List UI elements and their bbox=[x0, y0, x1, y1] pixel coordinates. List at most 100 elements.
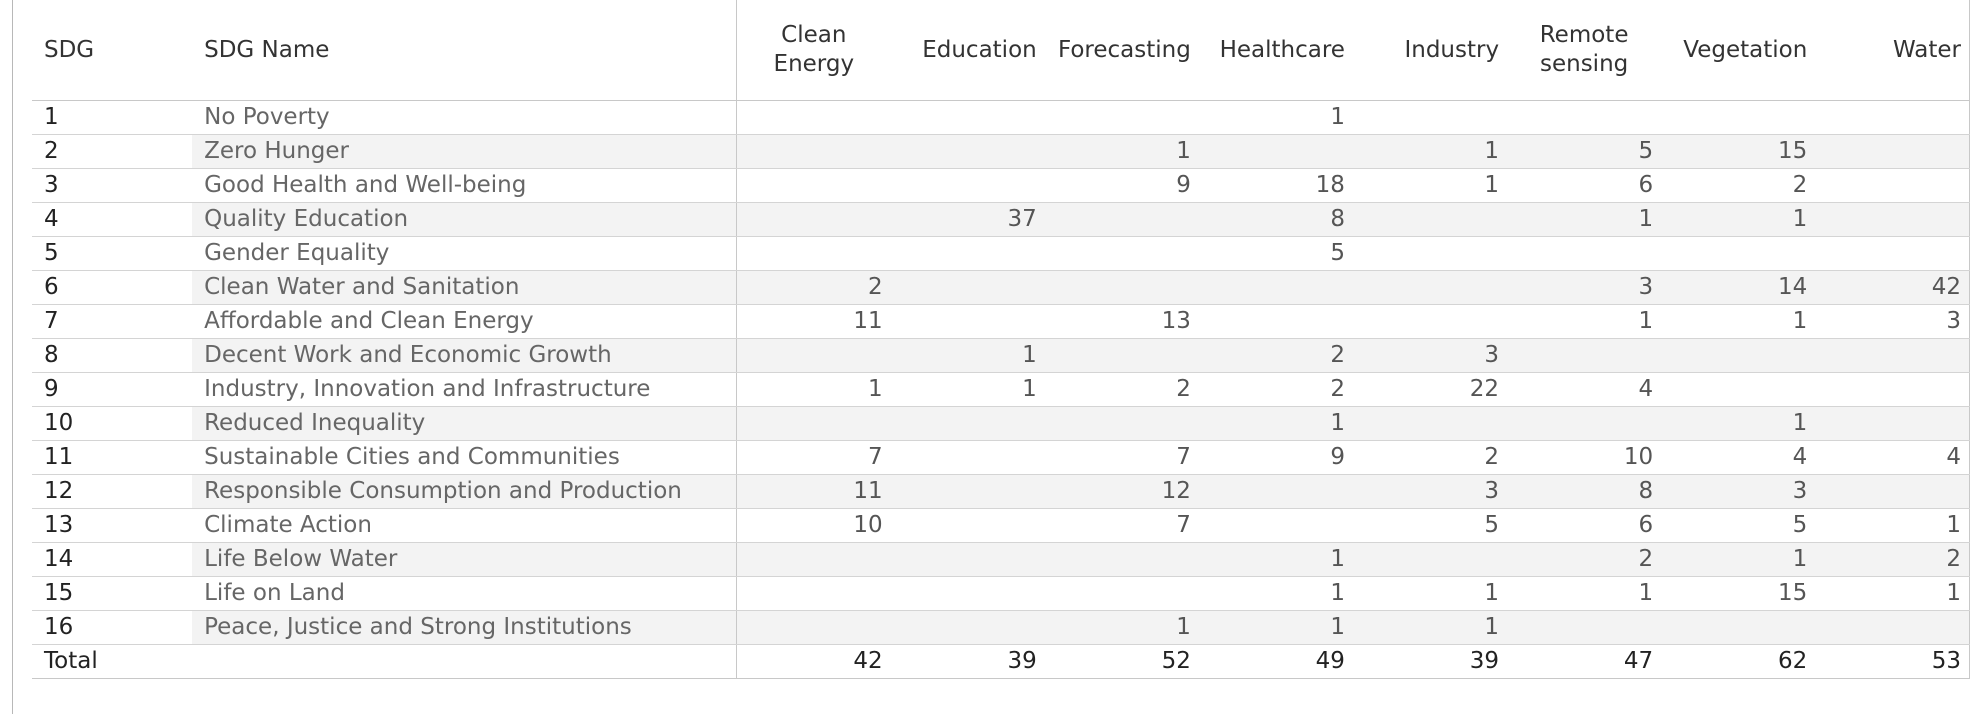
column-header-line: Clean bbox=[781, 22, 847, 48]
value-cell bbox=[1198, 508, 1353, 543]
sdg-number-cell: 8 bbox=[32, 338, 193, 373]
value-cell: 1 bbox=[1044, 610, 1199, 645]
sdg-name-cell: Reduced Inequality bbox=[192, 406, 738, 441]
sdg-name-cell: Sustainable Cities and Communities bbox=[192, 440, 738, 475]
value-cell: 1 bbox=[1352, 168, 1508, 203]
value-cell: 1 bbox=[890, 338, 1045, 373]
sdg-number-cell: 15 bbox=[32, 576, 193, 611]
value-cell: 6 bbox=[1507, 508, 1662, 543]
column-header-sdg[interactable]: SDG bbox=[32, 0, 193, 101]
value-cell: 11 bbox=[736, 304, 891, 339]
column-header-vegetation[interactable]: Vegetation bbox=[1661, 0, 1816, 101]
table-row[interactable]: 14 Life Below Water 1 2 1 2 bbox=[32, 542, 1971, 577]
value-cell bbox=[1815, 202, 1971, 237]
sdg-name-cell: Life Below Water bbox=[192, 542, 738, 577]
total-value-cell: 52 bbox=[1044, 644, 1199, 679]
value-cell: 37 bbox=[890, 202, 1045, 237]
value-cell: 1 bbox=[1198, 610, 1353, 645]
table-row[interactable]: 10 Reduced Inequality 1 1 bbox=[32, 406, 1971, 441]
table-row[interactable]: 6 Clean Water and Sanitation 2 3 14 42 bbox=[32, 270, 1971, 305]
total-name-cell bbox=[192, 644, 738, 679]
value-cell bbox=[1815, 236, 1971, 271]
value-cell: 3 bbox=[1507, 270, 1662, 305]
value-cell bbox=[1198, 474, 1353, 509]
value-cell: 1 bbox=[1507, 576, 1662, 611]
value-cell bbox=[1661, 100, 1816, 135]
value-cell bbox=[1815, 100, 1971, 135]
value-cell bbox=[1815, 168, 1971, 203]
value-cell bbox=[1815, 372, 1971, 407]
sdg-name-cell: No Poverty bbox=[192, 100, 738, 135]
value-cell bbox=[1352, 202, 1508, 237]
column-header-forecasting[interactable]: Forecasting bbox=[1044, 0, 1199, 101]
value-cell: 1 bbox=[1198, 576, 1353, 611]
sdg-name-cell: Life on Land bbox=[192, 576, 738, 611]
value-cell bbox=[890, 508, 1045, 543]
table-row[interactable]: 11 Sustainable Cities and Communities 7 7 9 2… bbox=[32, 440, 1971, 475]
left-divider bbox=[12, 0, 13, 714]
table-row[interactable]: 1 No Poverty 1 bbox=[32, 100, 1971, 135]
value-cell: 22 bbox=[1352, 372, 1508, 407]
value-cell: 3 bbox=[1352, 474, 1508, 509]
table-row[interactable]: 2 Zero Hunger 1 1 5 15 bbox=[32, 134, 1971, 169]
value-cell: 1 bbox=[1352, 134, 1508, 169]
column-header-remote-sensing[interactable]: Remote sensing bbox=[1507, 0, 1662, 101]
value-cell: 2 bbox=[1661, 168, 1816, 203]
table-row[interactable]: 9 Industry, Innovation and Infrastructure… bbox=[32, 372, 1971, 407]
value-cell bbox=[1507, 610, 1662, 645]
value-cell: 8 bbox=[1507, 474, 1662, 509]
value-cell bbox=[890, 100, 1045, 135]
sdg-name-cell: Climate Action bbox=[192, 508, 738, 543]
table-row[interactable]: 3 Good Health and Well-being 9 18 1 6 2 bbox=[32, 168, 1971, 203]
value-cell bbox=[890, 576, 1045, 611]
sdg-number-cell: 10 bbox=[32, 406, 193, 441]
sdg-number-cell: 7 bbox=[32, 304, 193, 339]
value-cell: 15 bbox=[1661, 576, 1816, 611]
value-cell: 10 bbox=[1507, 440, 1662, 475]
value-cell: 1 bbox=[1507, 202, 1662, 237]
value-cell: 1 bbox=[1198, 542, 1353, 577]
value-cell bbox=[736, 338, 891, 373]
table-row[interactable]: 16 Peace, Justice and Strong Institutions… bbox=[32, 610, 1971, 645]
value-cell: 2 bbox=[1815, 542, 1971, 577]
value-cell bbox=[890, 610, 1045, 645]
table-row[interactable]: 13 Climate Action 10 7 5 6 5 1 bbox=[32, 508, 1971, 543]
value-cell: 10 bbox=[736, 508, 891, 543]
column-header-healthcare[interactable]: Healthcare bbox=[1198, 0, 1353, 101]
value-cell bbox=[1815, 134, 1971, 169]
value-cell: 1 bbox=[1661, 406, 1816, 441]
column-header-line: Education bbox=[922, 36, 1037, 63]
sdg-number-cell: 14 bbox=[32, 542, 193, 577]
value-cell bbox=[736, 542, 891, 577]
value-cell: 2 bbox=[1044, 372, 1199, 407]
column-header-education[interactable]: Education bbox=[890, 0, 1045, 101]
table-row[interactable]: 8 Decent Work and Economic Growth 1 2 3 bbox=[32, 338, 1971, 373]
table-row[interactable]: 4 Quality Education 37 8 1 1 bbox=[32, 202, 1971, 237]
value-cell bbox=[736, 610, 891, 645]
table-row[interactable]: 15 Life on Land 1 1 1 15 1 bbox=[32, 576, 1971, 611]
total-value-cell: 42 bbox=[736, 644, 891, 679]
sdg-name-cell: Zero Hunger bbox=[192, 134, 738, 169]
sdg-name-cell: Industry, Innovation and Infrastructure bbox=[192, 372, 738, 407]
value-cell: 1 bbox=[1352, 576, 1508, 611]
value-cell bbox=[890, 440, 1045, 475]
column-header-industry[interactable]: Industry bbox=[1352, 0, 1508, 101]
value-cell bbox=[1507, 338, 1662, 373]
sdg-name-cell: Decent Work and Economic Growth bbox=[192, 338, 738, 373]
value-cell: 3 bbox=[1815, 304, 1971, 339]
value-cell: 6 bbox=[1507, 168, 1662, 203]
column-header-water[interactable]: Water bbox=[1815, 0, 1971, 101]
column-header-sdg-name[interactable]: SDG Name bbox=[192, 0, 738, 101]
value-cell: 1 bbox=[1198, 406, 1353, 441]
value-cell: 1 bbox=[1815, 576, 1971, 611]
value-cell bbox=[1044, 202, 1199, 237]
value-cell: 5 bbox=[1198, 236, 1353, 271]
table-row[interactable]: 12 Responsible Consumption and Production… bbox=[32, 474, 1971, 509]
table-row[interactable]: 5 Gender Equality 5 bbox=[32, 236, 1971, 271]
column-header-line: Industry bbox=[1404, 36, 1500, 63]
column-header-clean-energy[interactable]: Clean Energy bbox=[736, 0, 891, 101]
table-row[interactable]: 7 Affordable and Clean Energy 11 13 1 1 3 bbox=[32, 304, 1971, 339]
sdg-number-cell: 6 bbox=[32, 270, 193, 305]
value-cell bbox=[1044, 270, 1199, 305]
